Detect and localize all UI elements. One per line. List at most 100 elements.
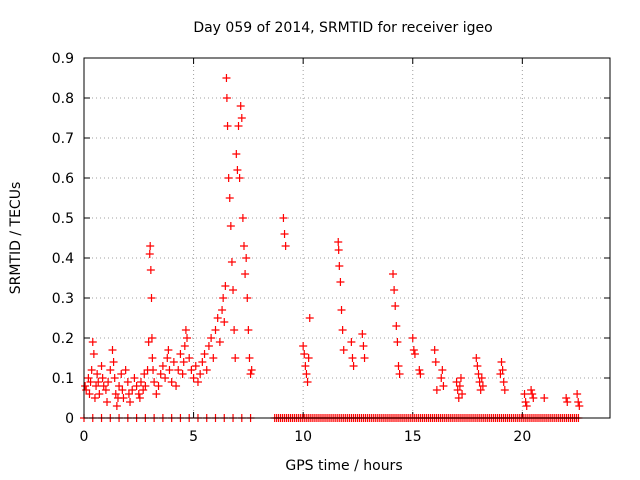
x-tick-label: 15 (404, 429, 422, 445)
data-point (121, 366, 130, 374)
data-point (242, 254, 251, 262)
data-point (211, 326, 220, 334)
data-point (132, 382, 141, 390)
data-point (458, 390, 467, 398)
data-point (247, 366, 256, 374)
data-point (103, 398, 112, 406)
data-point (233, 166, 242, 174)
data-point (149, 366, 158, 374)
data-point (563, 398, 572, 406)
data-point (204, 342, 213, 350)
x-tick-label: 0 (80, 429, 89, 445)
data-point (218, 306, 227, 314)
data-point (86, 378, 95, 386)
data-point (93, 370, 102, 378)
data-point (431, 358, 440, 366)
data-point (230, 326, 239, 334)
data-point (167, 378, 176, 386)
data-point (181, 326, 190, 334)
data-point (117, 370, 126, 378)
data-point (169, 358, 178, 366)
data-point (299, 342, 308, 350)
data-point (223, 122, 232, 130)
data-point (229, 286, 238, 294)
axis-ticks: 0 0.1 0.2 0.3 0.4 0.5 0.6 0.7 0.8 0.9 0 5 10 15 20 (52, 51, 610, 445)
data-point (347, 338, 356, 346)
data-point (241, 270, 250, 278)
data-point (360, 354, 369, 362)
data-point (90, 394, 99, 402)
data-point (389, 270, 398, 278)
data-point (391, 302, 400, 310)
data-point (415, 366, 424, 374)
data-point (338, 326, 347, 334)
data-point (185, 354, 194, 362)
data-point (156, 370, 165, 378)
data-point (497, 358, 506, 366)
data-point (334, 246, 343, 254)
data-point (196, 370, 205, 378)
data-point (146, 242, 155, 250)
data-point (221, 282, 230, 290)
data-point (349, 362, 358, 370)
data-point (222, 94, 231, 102)
data-points (80, 74, 584, 422)
data-point (124, 390, 133, 398)
grid-lines (84, 58, 610, 418)
data-point (108, 346, 117, 354)
data-point (243, 294, 252, 302)
data-point (334, 238, 343, 246)
data-point (94, 378, 103, 386)
data-point (496, 370, 505, 378)
data-point (145, 250, 154, 258)
data-point (574, 398, 583, 406)
data-point (146, 266, 155, 274)
data-point (92, 382, 101, 390)
data-point (394, 362, 403, 370)
data-point (430, 346, 439, 354)
data-point (147, 294, 156, 302)
data-point (225, 194, 234, 202)
data-point (540, 394, 549, 402)
data-point (174, 366, 183, 374)
data-point (193, 378, 202, 386)
y-tick-label: 0.5 (52, 211, 74, 227)
data-point (139, 386, 148, 394)
data-point (163, 354, 172, 362)
data-point (359, 342, 368, 350)
data-point (99, 382, 108, 390)
data-point (227, 258, 236, 266)
data-point (239, 242, 248, 250)
data-point (191, 362, 200, 370)
data-point (104, 378, 113, 386)
data-point (439, 382, 448, 390)
data-point (245, 354, 254, 362)
data-point (438, 366, 447, 374)
data-point (339, 346, 348, 354)
data-point (134, 390, 143, 398)
data-point (454, 394, 463, 402)
y-tick-label: 0.7 (52, 131, 74, 147)
data-point (529, 394, 538, 402)
data-point (301, 362, 310, 370)
data-point (115, 382, 124, 390)
x-axis-label: GPS time / hours (285, 458, 402, 474)
data-point (476, 386, 485, 394)
data-point (498, 366, 507, 374)
data-point (238, 214, 247, 222)
y-tick-label: 0.8 (52, 91, 74, 107)
data-point (161, 374, 170, 382)
data-point (395, 370, 404, 378)
data-point (215, 338, 224, 346)
data-point (303, 378, 312, 386)
x-tick-label: 5 (189, 429, 198, 445)
data-point (111, 390, 120, 398)
data-point (455, 382, 464, 390)
data-point (209, 354, 218, 362)
data-point (473, 362, 482, 370)
data-point (477, 374, 486, 382)
data-point (109, 358, 118, 366)
data-point (126, 398, 135, 406)
y-tick-label: 0.9 (52, 51, 74, 67)
data-point (232, 150, 241, 158)
